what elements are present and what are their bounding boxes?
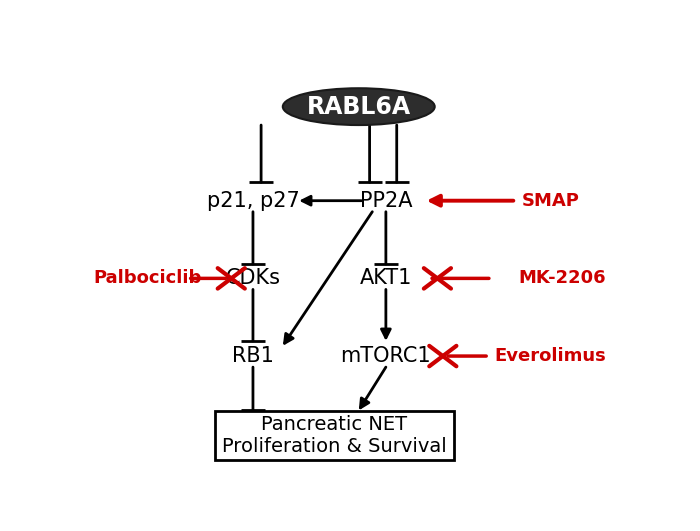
Text: Pancreatic NET
Proliferation & Survival: Pancreatic NET Proliferation & Survival <box>222 415 447 456</box>
Text: mTORC1: mTORC1 <box>341 346 431 366</box>
Text: MK-2206: MK-2206 <box>519 269 606 287</box>
Text: RB1: RB1 <box>232 346 274 366</box>
Text: AKT1: AKT1 <box>360 268 412 288</box>
Text: p21, p27: p21, p27 <box>206 191 300 211</box>
Text: PP2A: PP2A <box>360 191 412 211</box>
Text: Everolimus: Everolimus <box>494 347 606 365</box>
Ellipse shape <box>283 88 435 125</box>
Text: CDKs: CDKs <box>225 268 281 288</box>
Text: RABL6A: RABL6A <box>307 95 411 118</box>
Text: SMAP: SMAP <box>522 192 580 210</box>
Text: Palbociclib: Palbociclib <box>93 269 202 287</box>
FancyBboxPatch shape <box>215 411 454 460</box>
